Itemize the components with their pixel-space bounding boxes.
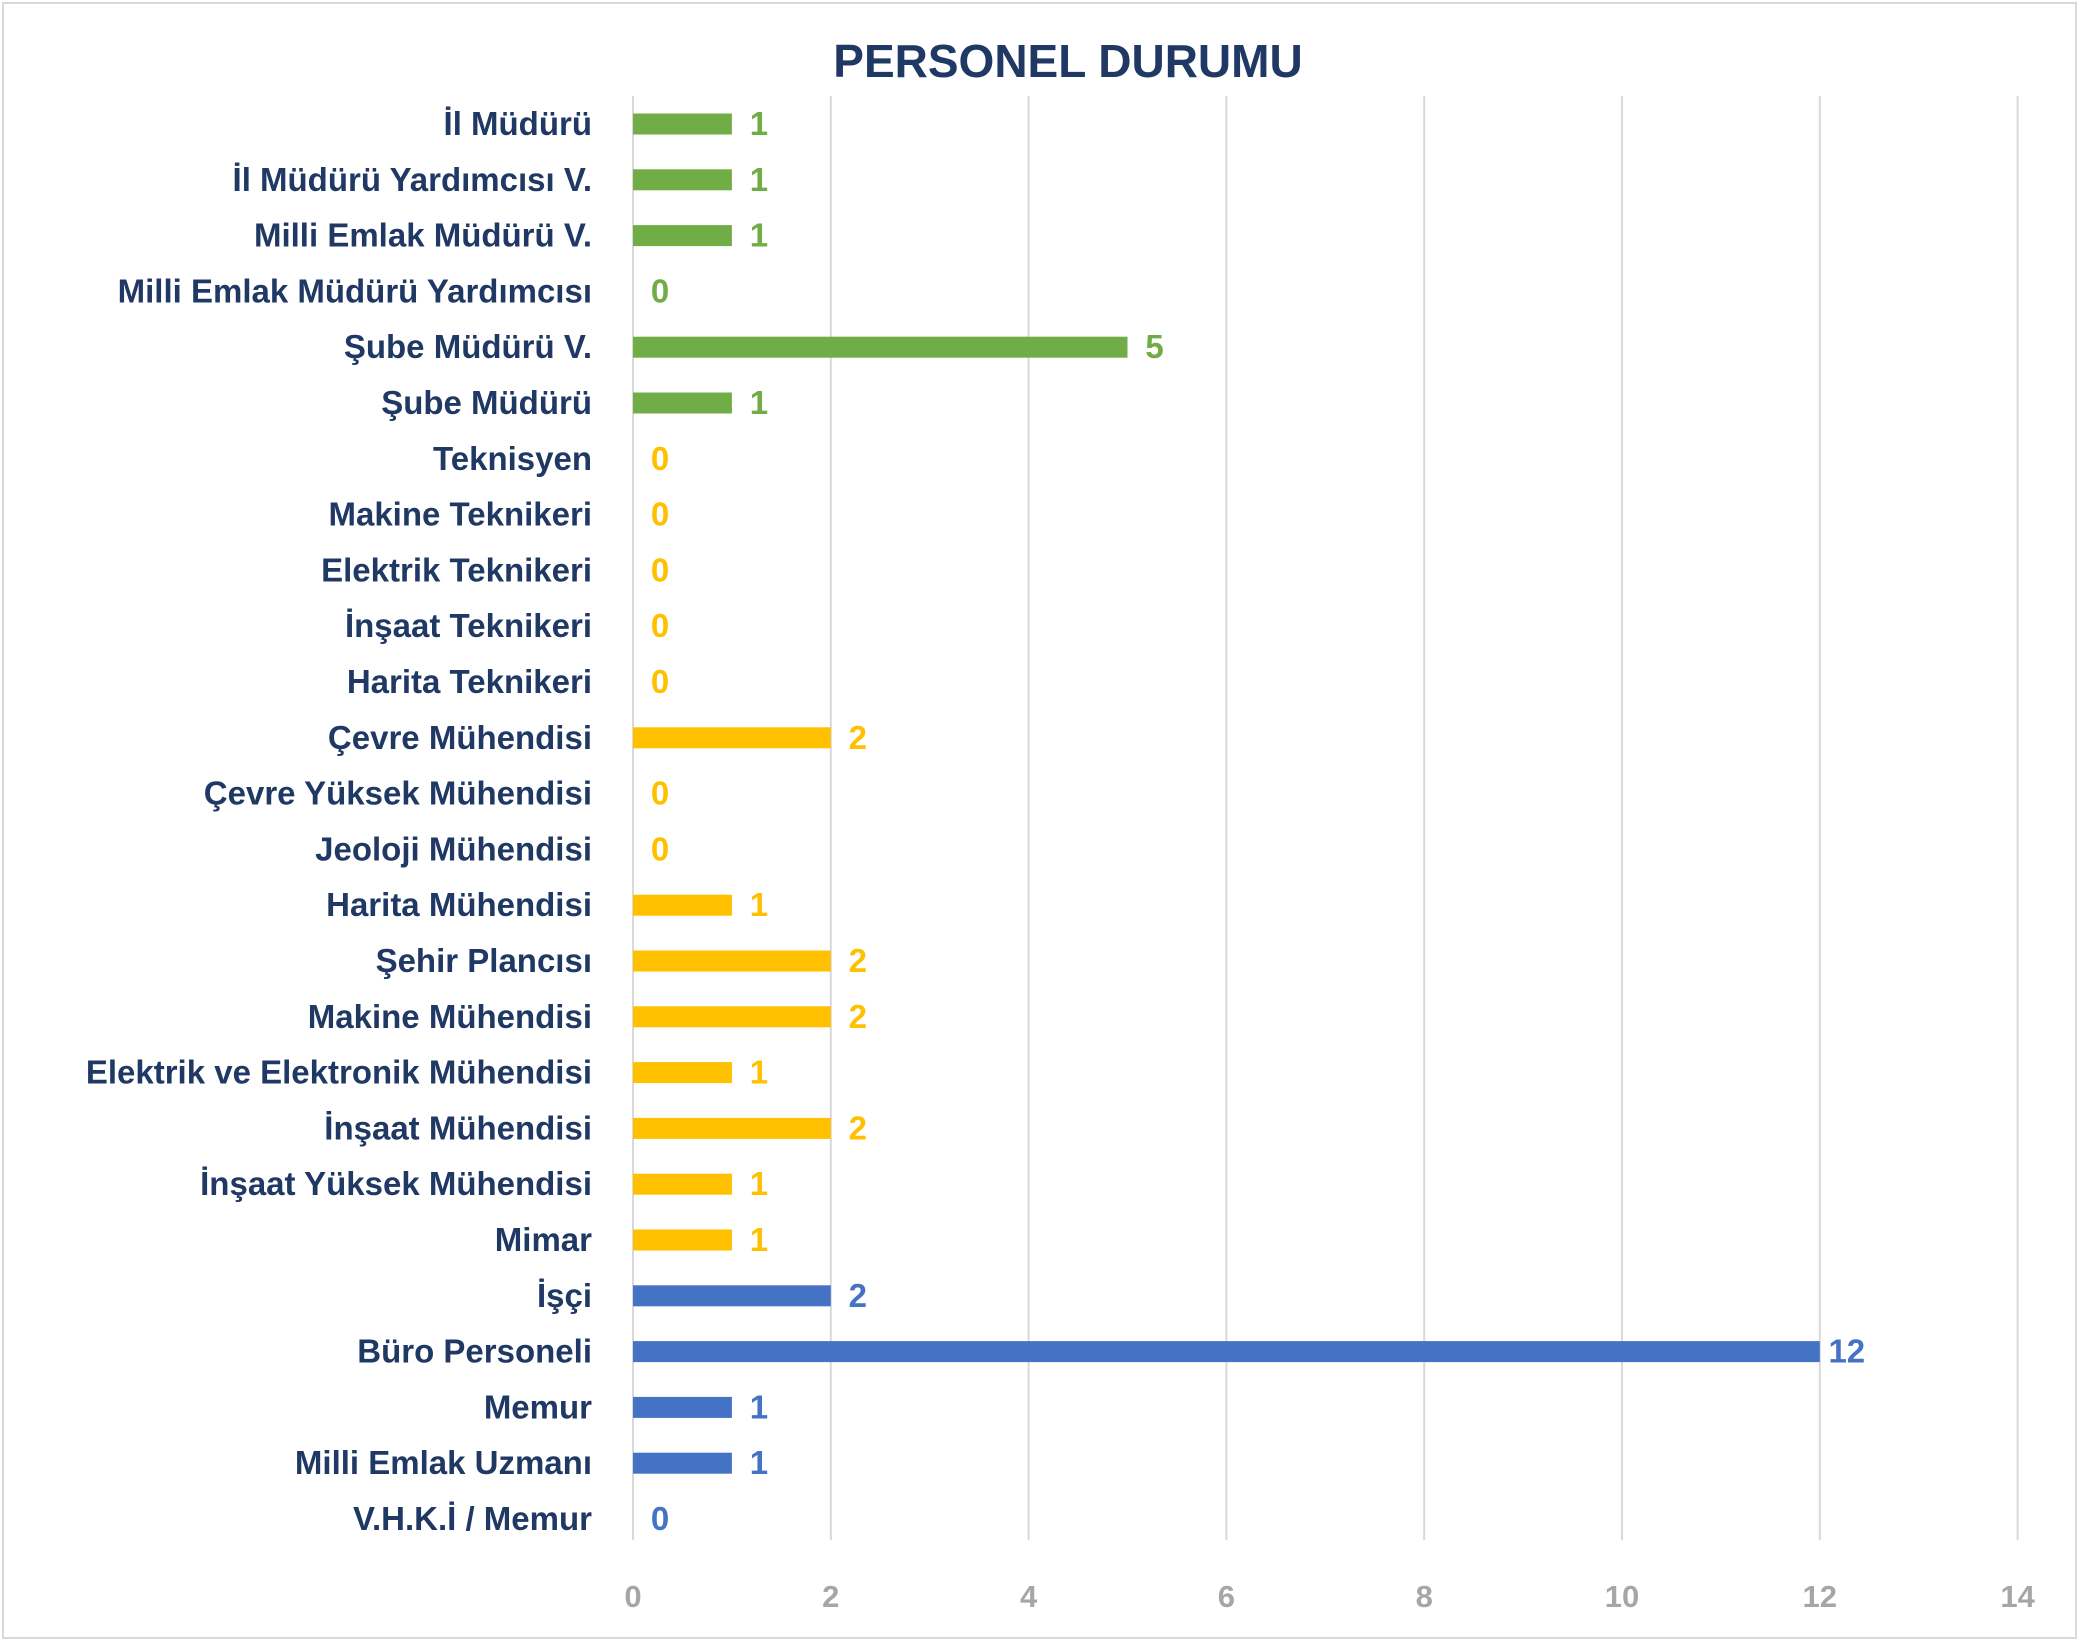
- x-tick-label: 6: [1218, 1579, 1235, 1614]
- data-label: 0: [651, 440, 669, 477]
- category-label: Makine Mühendisi: [308, 998, 592, 1035]
- grid-layer: 0 2 4 6 8 10 12 14: [624, 96, 2036, 1614]
- category-label: Şube Müdürü V.: [344, 328, 592, 365]
- data-label: 1: [750, 1165, 768, 1202]
- data-label: 0: [651, 663, 669, 700]
- data-label: 2: [849, 998, 867, 1035]
- category-label: İşçi: [537, 1277, 592, 1314]
- category-label: Milli Emlak Müdürü V.: [254, 217, 592, 254]
- category-label: Teknisyen: [433, 440, 592, 477]
- data-label: 0: [651, 830, 669, 867]
- data-label: 1: [750, 161, 768, 198]
- data-label: 1: [750, 1444, 768, 1481]
- category-label: Büro Personeli: [357, 1333, 592, 1370]
- data-label: 1: [750, 1221, 768, 1258]
- category-label: İnşaat Mühendisi: [324, 1109, 592, 1146]
- data-label: 0: [651, 272, 669, 309]
- data-label: 1: [750, 886, 768, 923]
- bar: [633, 225, 732, 247]
- chart-title: PERSONEL DURUMU: [833, 35, 1302, 87]
- data-label: 0: [651, 775, 669, 812]
- bar: [633, 1452, 732, 1474]
- data-label: 1: [750, 1054, 768, 1091]
- bar: [633, 950, 831, 972]
- data-label: 0: [651, 1500, 669, 1537]
- category-label: Harita Teknikeri: [347, 663, 592, 700]
- data-label: 1: [750, 217, 768, 254]
- data-label: 0: [651, 496, 669, 533]
- category-label: V.H.K.İ / Memur: [353, 1500, 592, 1537]
- category-label: Çevre Yüksek Mühendisi: [204, 775, 592, 812]
- category-label: Elektrik ve Elektronik Mühendisi: [86, 1054, 592, 1091]
- bars-layer: [633, 113, 1820, 1474]
- data-label: 0: [651, 607, 669, 644]
- x-tick-label: 14: [2000, 1579, 2035, 1614]
- category-label: Şehir Plancısı: [376, 942, 592, 979]
- data-label: 2: [849, 719, 867, 756]
- category-label: İnşaat Teknikeri: [345, 607, 592, 644]
- category-label: İnşaat Yüksek Mühendisi: [200, 1165, 592, 1202]
- x-tick-label: 0: [624, 1579, 641, 1614]
- category-label: Makine Teknikeri: [328, 496, 592, 533]
- data-label: 1: [750, 384, 768, 421]
- category-label: Memur: [484, 1388, 592, 1425]
- category-label: Harita Mühendisi: [326, 886, 592, 923]
- data-label: 5: [1145, 328, 1163, 365]
- bar: [633, 727, 831, 749]
- bar: [633, 1396, 732, 1418]
- category-label: Milli Emlak Uzmanı: [295, 1444, 592, 1481]
- x-tick-label: 12: [1803, 1579, 1837, 1614]
- bar: [633, 1006, 831, 1028]
- bar: [633, 1062, 732, 1084]
- data-label: 2: [849, 1277, 867, 1314]
- bar: [633, 113, 732, 135]
- category-label: Elektrik Teknikeri: [321, 551, 592, 588]
- bar: [633, 169, 732, 191]
- labels-layer: İl Müdürü 1 İl Müdürü Yardımcısı V. 1 Milli …: [86, 105, 1865, 1537]
- bar: [633, 894, 732, 916]
- bar: [633, 1229, 732, 1251]
- category-label: Çevre Mühendisi: [328, 719, 592, 756]
- data-label: 12: [1828, 1333, 1865, 1370]
- category-label: Şube Müdürü: [381, 384, 592, 421]
- bar: [633, 1341, 1820, 1363]
- x-tick-label: 2: [822, 1579, 839, 1614]
- category-label: İl Müdürü Yardımcısı V.: [233, 161, 592, 198]
- data-label: 2: [849, 1109, 867, 1146]
- data-label: 1: [750, 105, 768, 142]
- category-label: Jeoloji Mühendisi: [315, 830, 592, 867]
- data-label: 2: [849, 942, 867, 979]
- bar: [633, 392, 732, 414]
- bar: [633, 336, 1128, 358]
- x-tick-label: 4: [1020, 1579, 1038, 1614]
- bar: [633, 1173, 732, 1195]
- category-label: Mimar: [495, 1221, 592, 1258]
- category-label: İl Müdürü: [444, 105, 592, 142]
- bar: [633, 1285, 831, 1307]
- data-label: 1: [750, 1388, 768, 1425]
- bar: [633, 1117, 831, 1139]
- x-tick-label: 10: [1605, 1579, 1639, 1614]
- data-label: 0: [651, 551, 669, 588]
- category-label: Milli Emlak Müdürü Yardımcısı: [118, 272, 592, 309]
- x-tick-label: 8: [1416, 1579, 1433, 1614]
